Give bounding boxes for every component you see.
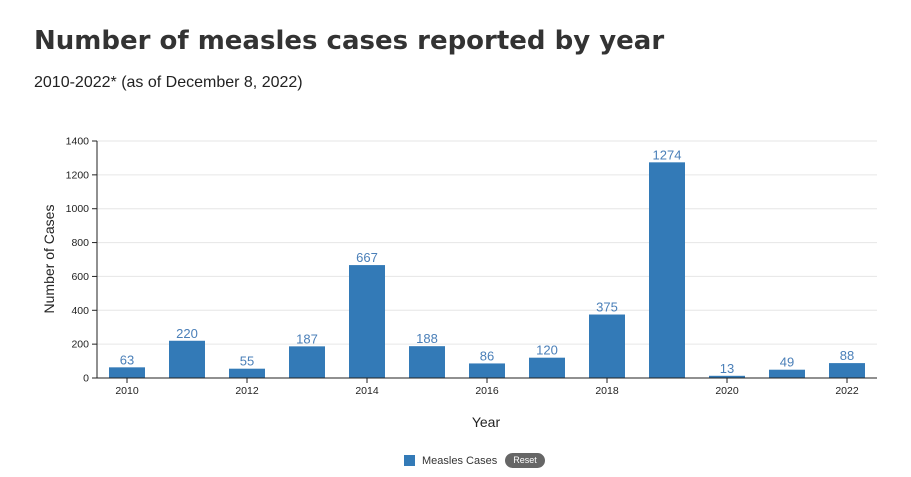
y-axis-label: Number of Cases [41,205,57,314]
data-label: 13 [720,361,734,376]
data-label: 88 [840,348,854,363]
data-label: 187 [296,331,318,346]
bar[interactable] [529,357,565,378]
bar[interactable] [229,368,265,378]
y-tick-label: 400 [71,305,89,317]
x-tick-label: 2022 [835,385,859,397]
data-label: 86 [480,348,494,363]
y-tick-label: 600 [71,271,89,283]
y-axis-ticks: 0 200 400 600 800 1000 1200 1400 [66,136,97,385]
y-tick-label: 0 [83,373,89,385]
x-tick-label: 2010 [115,385,139,397]
legend-label[interactable]: Measles Cases [422,454,498,467]
bar[interactable] [469,363,505,378]
data-label: 55 [240,354,254,369]
data-label: 667 [356,250,378,265]
x-tick-label: 2012 [235,385,259,397]
bar[interactable] [289,346,325,378]
data-label: 375 [596,300,618,315]
data-label: 120 [536,343,558,358]
y-tick-label: 1000 [66,203,90,215]
data-labels: 63 220 55 187 667 188 86 120 375 1274 13 49 88 [120,147,854,375]
data-label: 188 [416,331,438,346]
x-tick-label: 2020 [715,385,739,397]
y-tick-label: 200 [71,339,89,351]
data-label: 220 [176,326,198,341]
bar[interactable] [169,340,205,378]
data-label: 63 [120,352,134,367]
bar[interactable] [709,375,745,378]
reset-button[interactable]: Reset [505,453,545,468]
x-tick-label: 2014 [355,385,379,397]
y-tick-label: 800 [71,237,89,249]
gridlines [97,140,877,345]
x-tick-label: 2016 [475,385,499,397]
y-tick-label: 1200 [66,169,90,181]
bar-chart: 63 220 55 187 667 188 86 120 375 1274 13 49 88 0 200 4… [41,136,877,430]
bar[interactable] [109,367,145,378]
legend-swatch[interactable] [404,455,415,466]
bar[interactable] [349,265,385,378]
x-axis-label: Year [472,414,501,430]
y-tick-label: 1400 [66,136,90,148]
bar[interactable] [589,314,625,378]
chart-subtitle: 2010-2022* (as of December 8, 2022) [34,74,303,91]
chart-title: Number of measles cases reported by year [34,26,665,56]
data-label: 49 [780,355,794,370]
x-tick-label: 2018 [595,385,619,397]
bar[interactable] [769,369,805,378]
legend[interactable]: Measles Cases Reset [404,453,545,468]
bar[interactable] [829,363,865,378]
data-label: 1274 [653,147,682,162]
bar[interactable] [409,346,445,378]
x-axis-ticks: 2010 2012 2014 2016 2018 2020 2022 [115,378,859,397]
bars [109,162,865,378]
bar[interactable] [649,162,685,378]
